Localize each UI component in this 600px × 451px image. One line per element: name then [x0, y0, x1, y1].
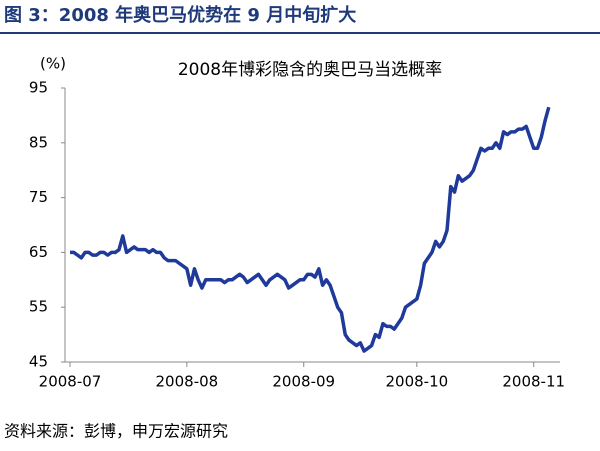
data-line [70, 106, 551, 353]
y-tick-label: 95 [29, 79, 48, 97]
y-tick-label: 45 [29, 353, 48, 371]
source-note: 资料来源：彭博，申万宏源研究 [4, 422, 228, 441]
y-tick-label: 75 [29, 188, 48, 206]
x-tick-label: 2008-11 [502, 373, 565, 391]
x-tick-label: 2008-08 [156, 373, 219, 391]
x-tick-label: 2008-07 [39, 373, 102, 391]
y-tick-label: 65 [29, 243, 48, 261]
figure-title: 图 3：2008 年奥巴马优势在 9 月中旬扩大 [4, 4, 356, 26]
y-tick-label: 85 [29, 133, 48, 151]
chart-title: 2008年博彩隐含的奥巴马当选概率 [178, 60, 442, 80]
x-tick-label: 2008-10 [385, 373, 448, 391]
x-tick-label: 2008-09 [272, 373, 335, 391]
y-tick-label: 55 [29, 298, 48, 316]
y-axis-label: (%) [40, 55, 66, 73]
